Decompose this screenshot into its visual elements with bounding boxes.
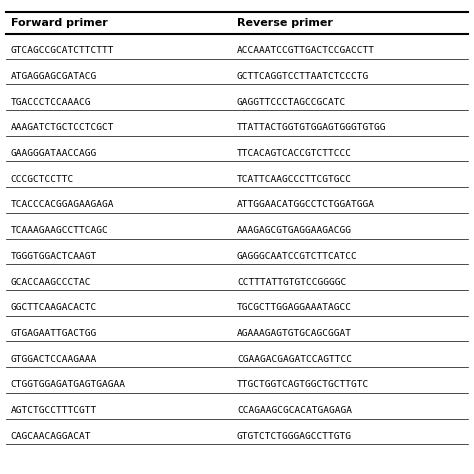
Text: Forward primer: Forward primer [11, 18, 108, 28]
Text: CCTTTATTGTGTCCGGGGC: CCTTTATTGTGTCCGGGGC [237, 278, 346, 287]
Text: CAGCAACAGGACAT: CAGCAACAGGACAT [11, 432, 91, 441]
Text: ACCAAATCCGTTGACTCCGACCTT: ACCAAATCCGTTGACTCCGACCTT [237, 46, 375, 55]
Text: CCCGCTCCTTC: CCCGCTCCTTC [11, 175, 74, 184]
Text: AGAAAGAGTGTGCAGCGGAT: AGAAAGAGTGTGCAGCGGAT [237, 329, 352, 338]
Text: GTGGACTCCAAGAAA: GTGGACTCCAAGAAA [11, 355, 97, 364]
Text: TCAAAGAAGCCTTCAGC: TCAAAGAAGCCTTCAGC [11, 226, 109, 235]
Text: ATGAGGAGCGATACG: ATGAGGAGCGATACG [11, 72, 97, 81]
Text: TTCACAGTCACCGTCTTCCC: TTCACAGTCACCGTCTTCCC [237, 149, 352, 158]
Text: GTCAGCCGCATCTTCTTT: GTCAGCCGCATCTTCTTT [11, 46, 114, 55]
Text: GCACCAAGCCCTAC: GCACCAAGCCCTAC [11, 278, 91, 287]
Text: GGCTTCAAGACACTC: GGCTTCAAGACACTC [11, 303, 97, 312]
Text: GCTTCAGGTCCTTAATCTCCCTG: GCTTCAGGTCCTTAATCTCCCTG [237, 72, 369, 81]
Text: AGTCTGCCTTTCGTT: AGTCTGCCTTTCGTT [11, 406, 97, 415]
Text: TGCGCTTGGAGGAAATAGCC: TGCGCTTGGAGGAAATAGCC [237, 303, 352, 312]
Text: GAAGGGATAACCAGG: GAAGGGATAACCAGG [11, 149, 97, 158]
Text: GAGGTTCCCTAGCCGCATC: GAGGTTCCCTAGCCGCATC [237, 98, 346, 107]
Text: TTGCTGGTCAGTGGCTGCTTGTC: TTGCTGGTCAGTGGCTGCTTGTC [237, 381, 369, 390]
Text: Reverse primer: Reverse primer [237, 18, 333, 28]
Text: GTGTCTCTGGGAGCCTTGTG: GTGTCTCTGGGAGCCTTGTG [237, 432, 352, 441]
Text: GAGGGCAATCCGTCTTCATCC: GAGGGCAATCCGTCTTCATCC [237, 252, 358, 261]
Text: CCAGAAGCGCACATGAGAGA: CCAGAAGCGCACATGAGAGA [237, 406, 352, 415]
Text: GTGAGAATTGACTGG: GTGAGAATTGACTGG [11, 329, 97, 338]
Text: TGGGTGGACTCAAGT: TGGGTGGACTCAAGT [11, 252, 97, 261]
Text: AAAGAGCGTGAGGAAGACGG: AAAGAGCGTGAGGAAGACGG [237, 226, 352, 235]
Text: TCACCCACGGAGAAGAGA: TCACCCACGGAGAAGAGA [11, 201, 114, 210]
Text: TTATTACTGGTGTGGAGTGGGTGTGG: TTATTACTGGTGTGGAGTGGGTGTGG [237, 123, 386, 132]
Text: TCATTCAAGCCCTTCGTGCC: TCATTCAAGCCCTTCGTGCC [237, 175, 352, 184]
Text: TGACCCTCCAAACG: TGACCCTCCAAACG [11, 98, 91, 107]
Text: CTGGTGGAGATGAGTGAGAA: CTGGTGGAGATGAGTGAGAA [11, 381, 126, 390]
Text: ATTGGAACATGGCCTCTGGATGGA: ATTGGAACATGGCCTCTGGATGGA [237, 201, 375, 210]
Text: CGAAGACGAGATCCAGTTCC: CGAAGACGAGATCCAGTTCC [237, 355, 352, 364]
Text: AAAGATCTGCTCCTCGCT: AAAGATCTGCTCCTCGCT [11, 123, 114, 132]
